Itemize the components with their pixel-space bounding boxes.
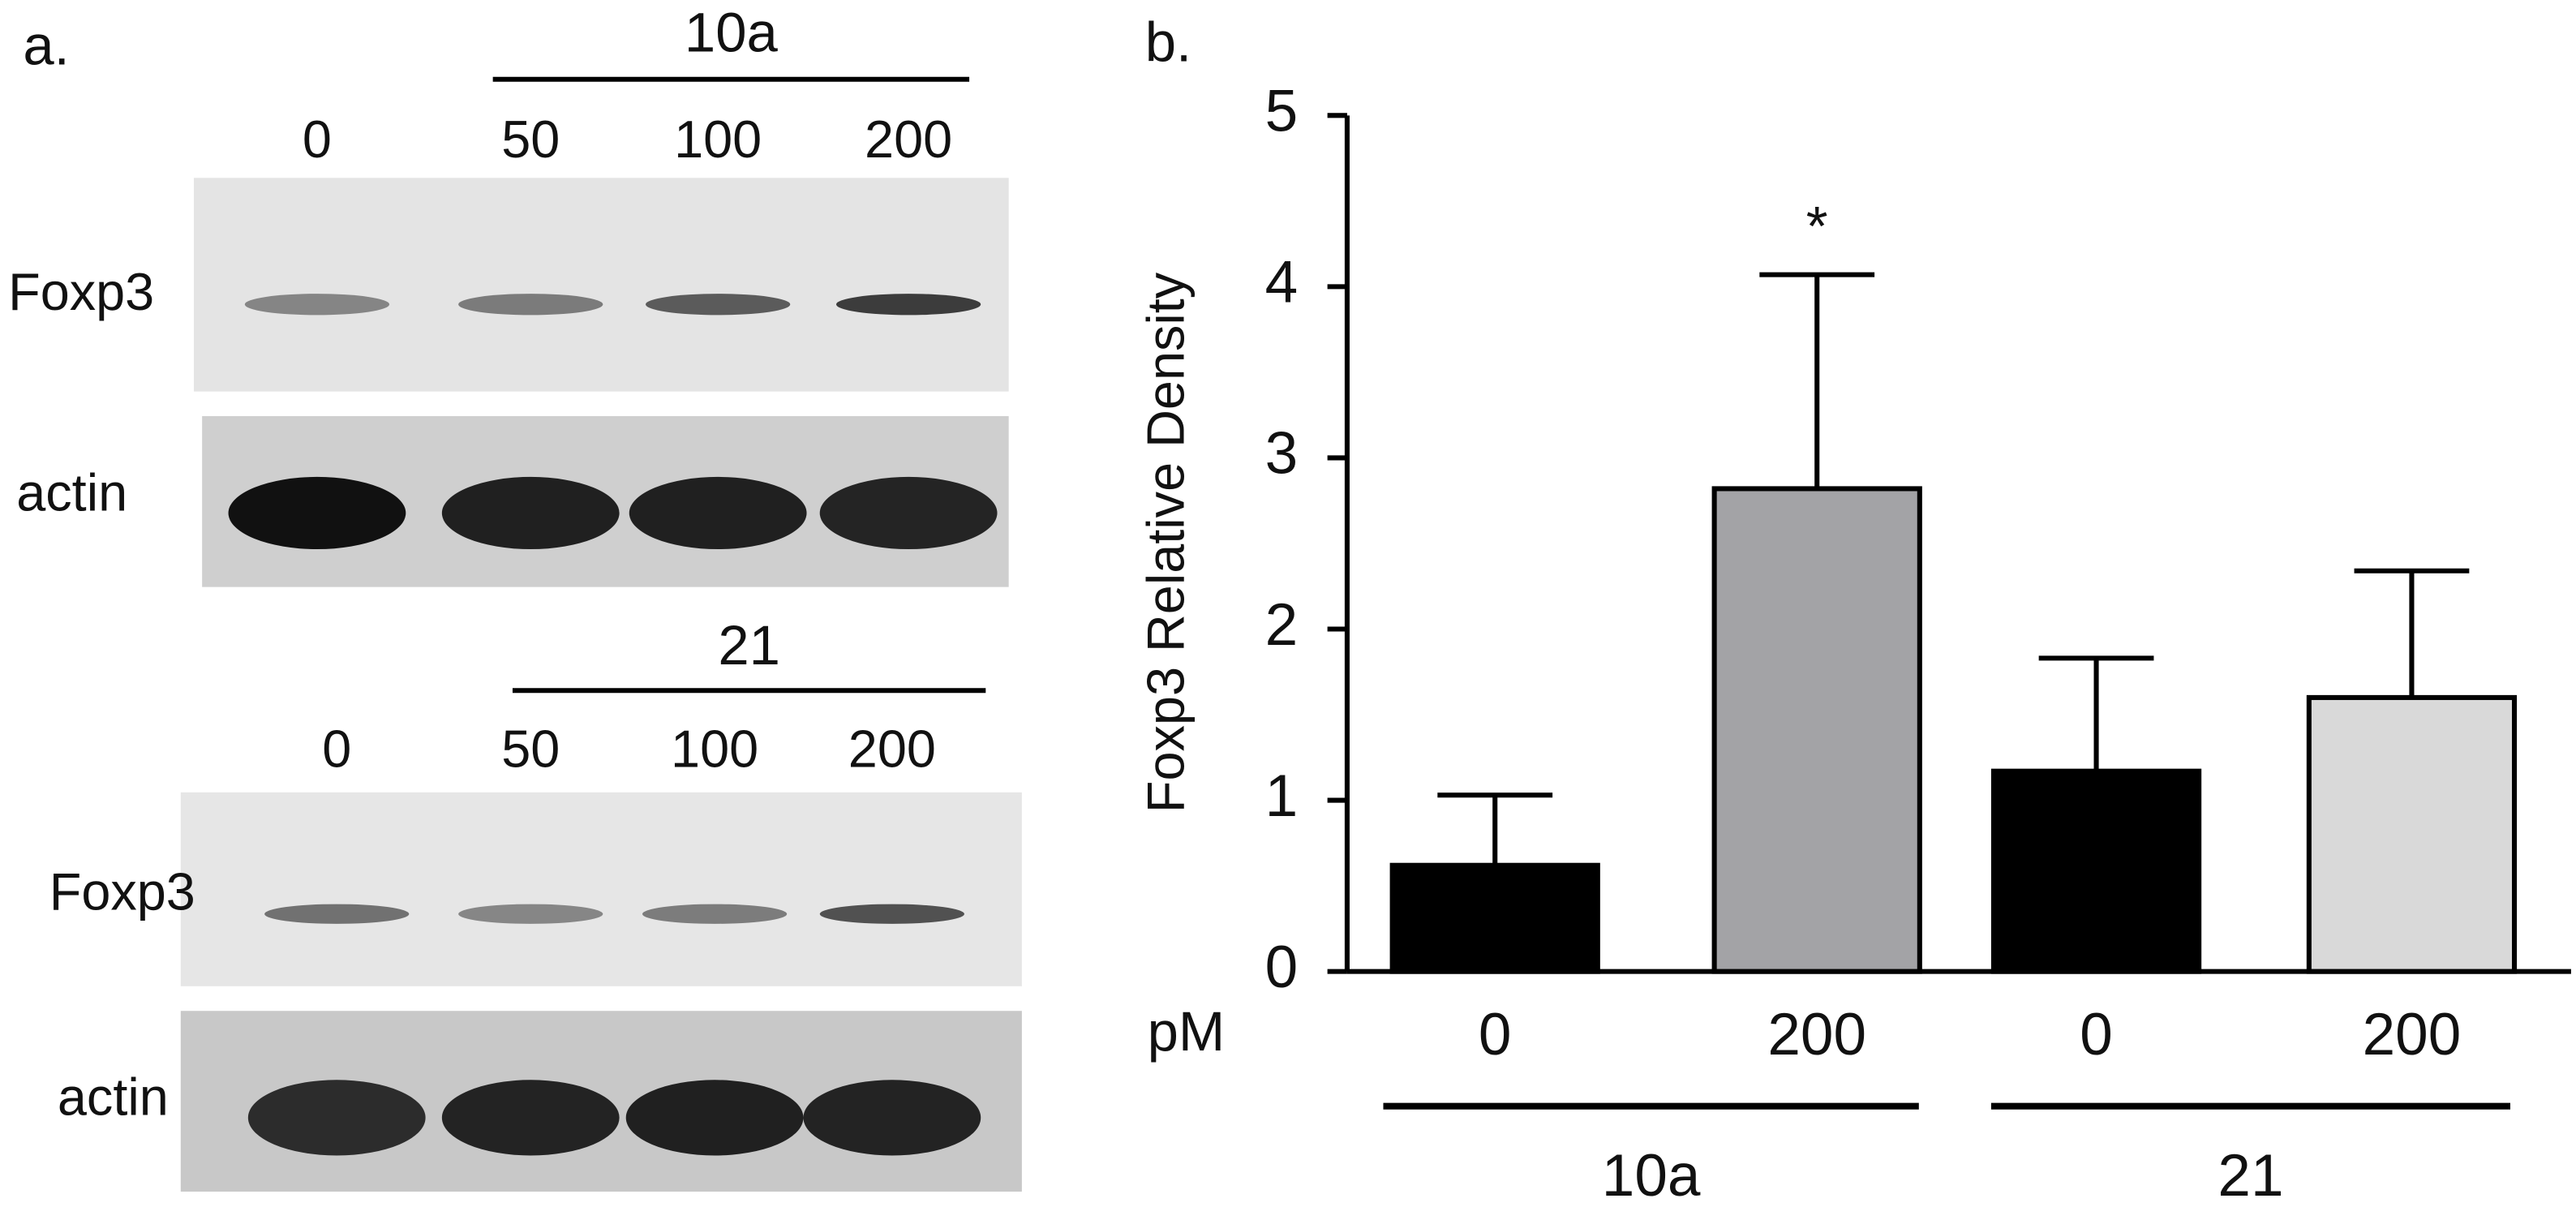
row-label: actin	[58, 1068, 169, 1127]
band	[819, 904, 964, 924]
group-label: 10a	[1602, 1143, 1701, 1209]
lane-label: 50	[501, 110, 560, 169]
band	[819, 476, 998, 550]
y-tick-label: 5	[1265, 79, 1299, 144]
row-label: Foxp3	[49, 862, 195, 921]
x-tick-label: 200	[1767, 1002, 1866, 1068]
lane-label: 100	[674, 110, 762, 169]
lane-label: 200	[865, 110, 952, 169]
band	[642, 904, 788, 924]
band	[625, 1080, 804, 1156]
lane-label: 100	[671, 719, 758, 778]
band	[646, 294, 791, 316]
y-axis-label: Foxp3 Relative Density	[1136, 272, 1195, 813]
band	[629, 476, 807, 550]
band	[803, 1080, 981, 1156]
y-tick-label: 2	[1265, 592, 1299, 658]
bar	[1990, 768, 2202, 974]
lane-label: 0	[303, 110, 332, 169]
band	[244, 294, 390, 316]
band	[247, 1080, 426, 1156]
band	[441, 1080, 620, 1156]
annotation: *	[1806, 195, 1828, 257]
y-tick-label: 3	[1265, 421, 1299, 487]
panel-label: a.	[23, 14, 69, 76]
blot	[194, 178, 1009, 392]
group-label: 21	[2218, 1143, 2283, 1209]
bar	[1389, 862, 1600, 974]
y-tick-label: 0	[1265, 934, 1299, 1000]
group-label: 21	[718, 614, 780, 677]
blot	[180, 792, 1022, 986]
row-label: Foxp3	[8, 262, 154, 321]
panel-label: b.	[1145, 11, 1191, 73]
y-tick-label: 1	[1265, 763, 1299, 829]
bar	[2306, 694, 2518, 974]
y-tick-label: 4	[1265, 250, 1299, 316]
band	[458, 904, 603, 924]
band	[835, 294, 981, 316]
lane-label: 50	[501, 719, 560, 778]
row-label: actin	[16, 462, 127, 522]
band	[441, 476, 620, 550]
x-tick-label: 0	[1479, 1002, 1512, 1068]
lane-label: 0	[322, 719, 351, 778]
x-tick-label: 200	[2363, 1002, 2462, 1068]
x-tick-label: 0	[2080, 1002, 2113, 1068]
lane-label: 200	[848, 719, 936, 778]
band	[264, 904, 410, 924]
band	[458, 294, 603, 316]
group-label: 10a	[685, 1, 779, 63]
bar	[1711, 486, 1922, 974]
x-prefix: pM	[1148, 1000, 1226, 1063]
band	[228, 476, 406, 550]
